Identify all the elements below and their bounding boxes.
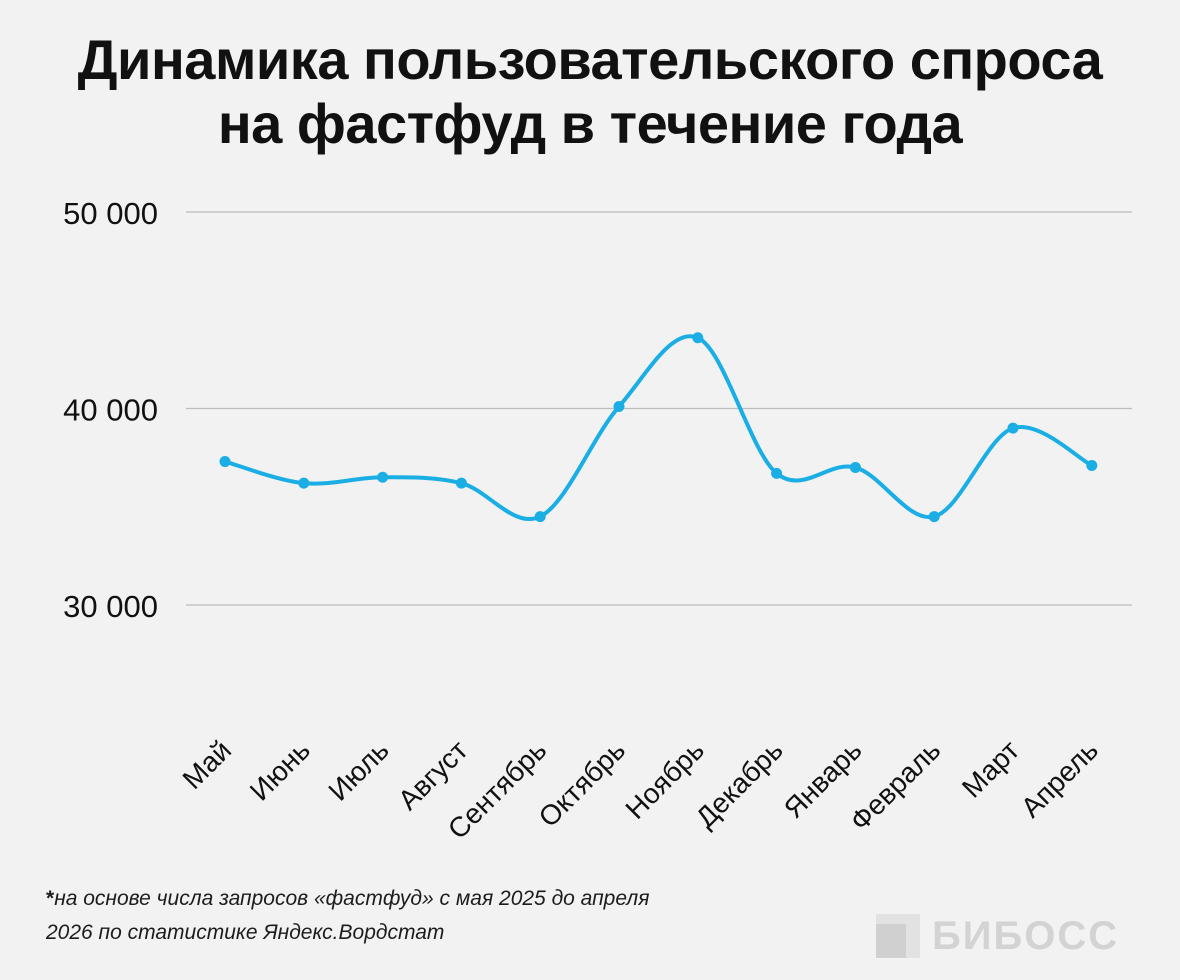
data-point <box>1007 422 1019 434</box>
data-point <box>377 471 389 483</box>
x-tick-label: Июнь <box>244 734 316 806</box>
y-tick-label: 40 000 <box>63 393 158 428</box>
x-tick-label: Апрель <box>1015 734 1104 823</box>
data-point <box>1086 459 1098 471</box>
data-point <box>613 401 625 413</box>
data-point <box>219 456 231 468</box>
grid-lines <box>186 211 1132 606</box>
x-tick-label: Июль <box>322 734 394 806</box>
footnote: *на основе числа запросов «фастфуд» с ма… <box>46 882 806 950</box>
logo-mark-icon <box>876 914 920 958</box>
data-points <box>219 332 1098 523</box>
x-tick-label: Декабрь <box>690 734 789 833</box>
x-tick-label: Октябрь <box>533 734 632 833</box>
footnote-line-1: на основе числа запросов «фастфуд» с мая… <box>54 887 650 910</box>
data-point <box>849 461 861 473</box>
x-tick-label: Май <box>177 734 238 795</box>
data-point <box>928 511 940 523</box>
title-line-1: Динамика пользовательского спроса <box>77 28 1103 91</box>
x-axis-ticks: Май Июнь ИюльАвгустСентябрьОктябрьНоябрьДе… <box>177 734 1105 845</box>
series-line-layer <box>223 334 1094 521</box>
logo-text: БИБОСС <box>932 913 1120 958</box>
data-point <box>771 467 783 479</box>
series-line <box>223 334 1094 521</box>
data-point <box>692 332 704 344</box>
chart-title: Динамика пользовательского спроса на фас… <box>0 28 1180 156</box>
data-point <box>298 477 310 489</box>
y-tick-label: 30 000 <box>63 589 158 624</box>
brand-logo: БИБОСС <box>876 914 1119 958</box>
x-tick-label: Март <box>956 734 1025 803</box>
data-point <box>534 511 546 523</box>
footnote-marker: * <box>46 887 55 910</box>
data-point <box>455 477 467 489</box>
y-axis-ticks: 30 000 40 000 50 000 <box>63 196 158 624</box>
y-tick-label: 50 000 <box>63 196 158 231</box>
title-line-2: на фастфуд в течение года <box>217 92 963 155</box>
footnote-line-2: 2026 по статистике Яндекс.Вордстат <box>46 921 445 944</box>
